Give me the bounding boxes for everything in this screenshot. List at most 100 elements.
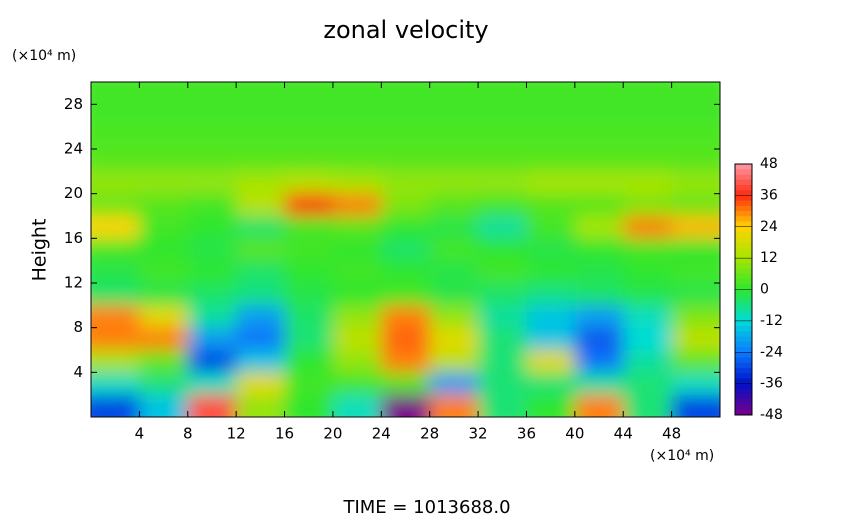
- cell: [429, 171, 479, 195]
- colorbar-swatch: [735, 326, 752, 332]
- y-tick-label: 16: [64, 229, 83, 247]
- colorbar-swatch: [735, 336, 752, 343]
- cell: [381, 171, 431, 195]
- cell: [284, 260, 334, 284]
- colorbar-swatch: [735, 174, 752, 181]
- cell: [236, 193, 286, 217]
- colorbar-label: -48: [760, 407, 783, 423]
- cell: [526, 216, 576, 239]
- cell: [332, 193, 382, 217]
- colorbar-swatch: [735, 205, 752, 212]
- cell: [284, 283, 334, 306]
- cell: [574, 372, 624, 396]
- cell: [236, 394, 286, 417]
- cell: [671, 305, 720, 329]
- cell: [187, 104, 237, 128]
- cell: [671, 126, 720, 150]
- colorbar-swatch: [735, 388, 752, 395]
- cell: [236, 216, 286, 239]
- colorbar-swatch: [735, 305, 752, 311]
- colorbar-label: 24: [760, 219, 778, 235]
- x-tick-label: 32: [469, 425, 488, 443]
- cell: [671, 238, 720, 262]
- cell: [236, 104, 286, 128]
- cell: [91, 394, 140, 417]
- cell: [187, 260, 237, 284]
- cell: [623, 305, 673, 329]
- cell: [284, 82, 334, 105]
- cell: [526, 82, 576, 105]
- cell: [623, 193, 673, 217]
- cell: [478, 149, 527, 172]
- cell: [478, 216, 527, 239]
- cell: [526, 394, 576, 417]
- colorbar-swatch: [735, 242, 752, 249]
- cell: [478, 171, 527, 195]
- colorbar-swatch: [735, 289, 752, 296]
- cell: [429, 350, 479, 373]
- cell: [478, 305, 527, 329]
- colorbar-swatch: [735, 184, 752, 191]
- cell: [381, 372, 431, 396]
- y-tick-label: 28: [64, 95, 83, 113]
- cell: [478, 126, 527, 150]
- cell: [381, 104, 431, 128]
- cell: [332, 394, 382, 417]
- cell: [332, 216, 382, 239]
- cell: [284, 327, 334, 351]
- cell: [623, 171, 673, 195]
- colorbar-label: 0: [760, 282, 769, 298]
- colorbar-swatch: [735, 315, 752, 322]
- colorbar-swatch: [735, 263, 752, 270]
- cell: [91, 216, 140, 239]
- cell: [478, 260, 527, 284]
- cell: [429, 305, 479, 329]
- cell: [139, 260, 189, 284]
- colorbar-swatch: [735, 294, 752, 301]
- cell: [139, 104, 189, 128]
- x-tick-label: 40: [565, 425, 584, 443]
- cell: [381, 149, 431, 172]
- y-tick-label: 8: [73, 318, 83, 336]
- plot-frame: [90, 81, 721, 418]
- cell: [91, 104, 140, 128]
- cell: [526, 171, 576, 195]
- cell: [429, 126, 479, 150]
- x-tick-label: 28: [420, 425, 439, 443]
- cell: [91, 82, 140, 105]
- colorbar-swatch: [735, 310, 752, 317]
- cell: [91, 149, 140, 172]
- cell: [187, 193, 237, 217]
- x-tick-label: 4: [135, 425, 145, 443]
- cell: [139, 126, 189, 150]
- colorbar-swatch: [735, 190, 752, 196]
- y-tick-label: 24: [64, 140, 83, 158]
- cell: [429, 104, 479, 128]
- cell: [332, 260, 382, 284]
- y-tick-label: 20: [64, 184, 83, 202]
- cell: [381, 216, 431, 239]
- cell: [332, 327, 382, 351]
- cell: [574, 171, 624, 195]
- cell: [526, 238, 576, 262]
- cell: [671, 193, 720, 217]
- colorbar-swatch: [735, 378, 752, 385]
- cell: [91, 126, 140, 150]
- colorbar-swatch: [735, 226, 752, 233]
- cell: [429, 238, 479, 262]
- colorbar-swatch: [735, 394, 752, 400]
- cell: [236, 171, 286, 195]
- cell: [429, 394, 479, 417]
- cell: [187, 305, 237, 329]
- cell: [236, 327, 286, 351]
- cell: [284, 238, 334, 262]
- cell: [332, 350, 382, 373]
- colorbar-swatch: [735, 237, 752, 243]
- cell: [574, 394, 624, 417]
- cell: [187, 149, 237, 172]
- cell: [381, 193, 431, 217]
- colorbar-swatch: [735, 404, 752, 411]
- cell: [574, 305, 624, 329]
- x-tick-label: 36: [517, 425, 536, 443]
- cell: [478, 238, 527, 262]
